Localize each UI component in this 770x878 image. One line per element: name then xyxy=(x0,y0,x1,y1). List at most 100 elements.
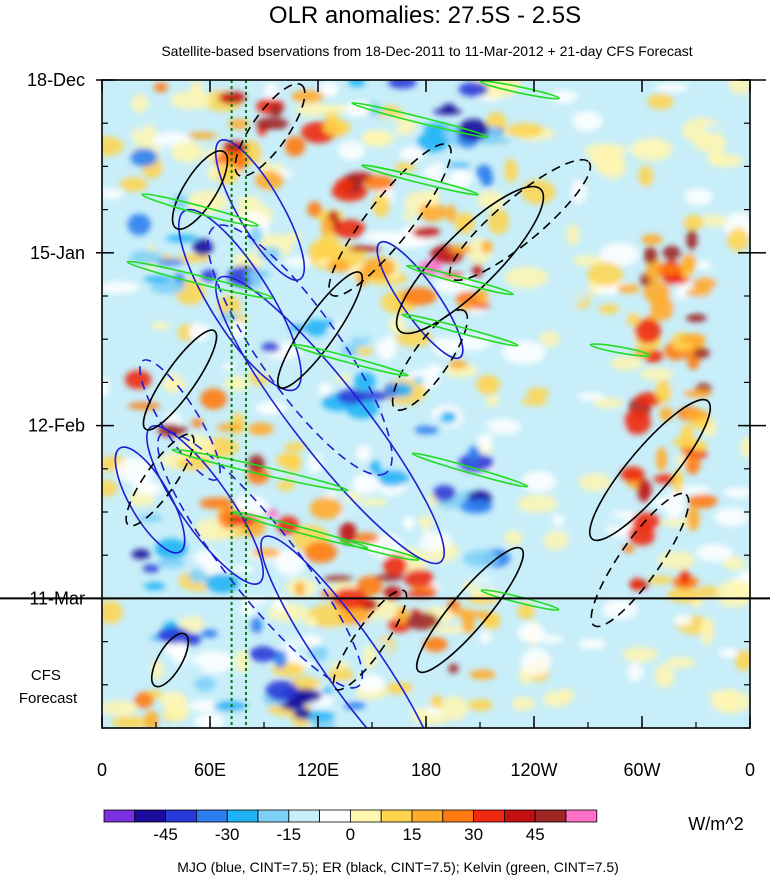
olr-patch xyxy=(284,136,306,157)
olr-patch xyxy=(188,569,208,583)
kelvin-contour xyxy=(126,260,274,300)
olr-patch xyxy=(458,118,489,141)
forecast-label-line-2: Forecast xyxy=(19,690,78,707)
olr-patch xyxy=(543,530,569,551)
olr-patch xyxy=(682,214,704,230)
olr-patch xyxy=(467,699,493,711)
reference-longitude-lines xyxy=(230,80,247,728)
olr-patch xyxy=(394,162,416,172)
olr-patch xyxy=(334,373,351,383)
olr-patch xyxy=(414,425,440,435)
olr-patch xyxy=(696,585,720,598)
mjo-contour xyxy=(139,359,221,481)
olr-patch xyxy=(714,507,749,527)
colorbar-tick-label: 45 xyxy=(526,825,545,844)
olr-patch xyxy=(687,494,718,509)
olr-patch xyxy=(138,513,163,523)
olr-patch xyxy=(345,101,371,117)
olr-patch xyxy=(284,442,306,452)
er-contour xyxy=(171,150,229,230)
er-contour xyxy=(395,185,545,335)
olr-patch xyxy=(344,322,376,339)
mjo-contour xyxy=(215,275,445,565)
x-tick-label: 120E xyxy=(297,760,339,780)
olr-patch xyxy=(616,284,640,294)
olr-patch xyxy=(247,422,274,436)
olr-patch xyxy=(156,558,186,569)
olr-patch xyxy=(383,554,408,577)
forecast-label: CFS Forecast xyxy=(19,667,78,707)
olr-patch xyxy=(511,696,536,711)
olr-patch xyxy=(361,130,394,147)
olr-patch xyxy=(275,550,305,576)
olr-patch xyxy=(517,622,545,643)
olr-patch xyxy=(477,190,506,210)
olr-patch xyxy=(501,340,546,365)
olr-patch xyxy=(102,600,123,624)
olr-patch xyxy=(578,163,598,173)
olr-patch xyxy=(375,469,409,487)
olr-patch xyxy=(353,391,389,401)
olr-patch xyxy=(276,516,300,535)
olr-patch xyxy=(102,136,124,157)
olr-patch xyxy=(318,382,333,398)
olr-patch xyxy=(435,275,473,294)
olr-patch xyxy=(119,177,148,192)
olr-patch xyxy=(472,264,483,277)
olr-patch xyxy=(621,126,665,139)
olr-patch xyxy=(739,569,750,581)
olr-patch xyxy=(332,219,366,239)
olr-patch xyxy=(388,80,417,89)
olr-patch xyxy=(692,277,717,291)
olr-patch xyxy=(150,280,186,294)
kelvin-contour xyxy=(141,193,259,227)
olr-patch xyxy=(199,497,236,509)
colorbar-swatch xyxy=(165,809,197,823)
olr-patch xyxy=(504,530,523,546)
er-contour xyxy=(276,271,364,389)
olr-patch xyxy=(165,234,199,243)
olr-patch xyxy=(594,421,633,431)
olr-patch xyxy=(655,380,672,403)
olr-patch xyxy=(170,141,204,163)
olr-patch xyxy=(471,302,491,309)
olr-patch xyxy=(663,491,686,519)
olr-patch xyxy=(131,549,151,560)
olr-patch xyxy=(122,681,135,698)
olr-patch xyxy=(405,590,438,598)
olr-patch xyxy=(590,219,606,233)
olr-patch xyxy=(102,412,116,423)
chart-subtitle: Satellite-based bservations from 18-Dec-… xyxy=(161,43,692,59)
olr-patch xyxy=(224,376,249,391)
olr-patch xyxy=(655,447,668,472)
olr-patch xyxy=(345,492,361,502)
kelvin-contour xyxy=(589,343,651,357)
colorbar-swatch xyxy=(134,809,167,823)
olr-patch xyxy=(433,625,468,634)
olr-patch xyxy=(687,506,700,531)
olr-patch xyxy=(132,476,154,494)
olr-patch xyxy=(470,610,490,619)
olr-patch xyxy=(577,392,605,401)
olr-patch xyxy=(412,226,441,238)
olr-patch xyxy=(439,696,469,721)
olr-patch xyxy=(339,522,357,544)
olr-patch xyxy=(578,638,607,650)
olr-patch xyxy=(353,372,376,392)
olr-patch xyxy=(362,256,396,279)
olr-patch xyxy=(658,551,695,570)
colorbar-unit: W/m^2 xyxy=(688,814,743,834)
colorbar-swatch xyxy=(103,809,136,823)
olr-patch xyxy=(686,288,712,297)
y-tick-label: 18-Dec xyxy=(27,70,85,90)
olr-patch xyxy=(469,669,496,680)
mjo-contour xyxy=(214,139,306,281)
kelvin-contour xyxy=(360,164,480,196)
olr-patch xyxy=(423,636,448,652)
olr-patch xyxy=(263,132,279,147)
mjo-contour xyxy=(178,208,302,392)
olr-patch xyxy=(348,80,366,87)
chart-title: OLR anomalies: 27.5S - 2.5S xyxy=(269,2,581,29)
olr-patch xyxy=(102,479,118,497)
